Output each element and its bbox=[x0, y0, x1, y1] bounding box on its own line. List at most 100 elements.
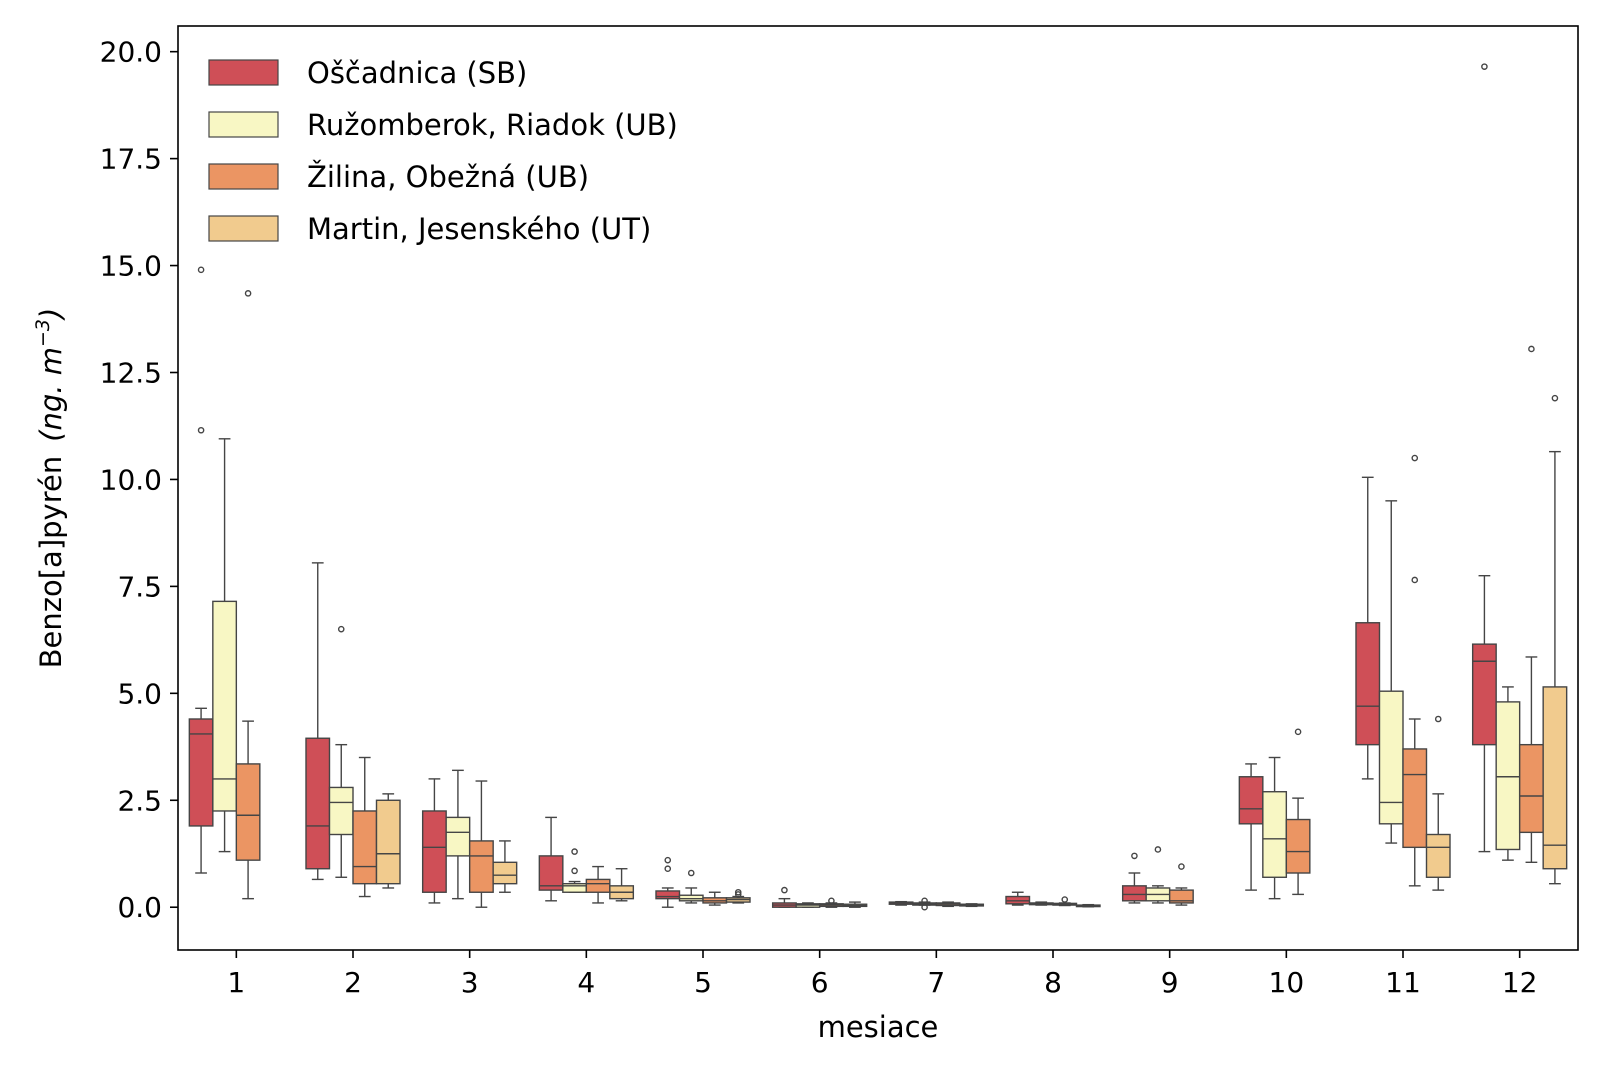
outlier-point bbox=[921, 897, 928, 905]
box-group bbox=[1425, 715, 1451, 891]
box-iqr bbox=[375, 799, 401, 885]
legend-label: Oščadnica (SB) bbox=[307, 56, 527, 90]
outlier-point bbox=[781, 886, 788, 894]
boxes-layer bbox=[188, 63, 1568, 911]
box-iqr bbox=[538, 855, 564, 891]
legend-item: Žilina, Obežná (UB) bbox=[208, 160, 589, 194]
box-group bbox=[1005, 891, 1031, 906]
box-group bbox=[305, 562, 331, 881]
outlier-point bbox=[1131, 852, 1138, 860]
legend: Oščadnica (SB) Ružomberok, Riadok (UB) Žil… bbox=[208, 56, 678, 246]
box-iqr bbox=[562, 882, 588, 893]
outlier-point bbox=[734, 891, 742, 898]
outlier-point bbox=[664, 856, 672, 864]
box-group bbox=[1285, 728, 1311, 896]
outlier-point bbox=[1528, 345, 1535, 353]
box-group bbox=[609, 868, 635, 902]
y-tick-label: 12.5 bbox=[100, 357, 162, 390]
box-group bbox=[492, 840, 518, 893]
box-group bbox=[842, 901, 868, 908]
legend-label: Ružomberok, Riadok (UB) bbox=[307, 108, 678, 142]
plot-frame bbox=[177, 25, 1579, 951]
box-group bbox=[468, 780, 494, 908]
legend-swatch bbox=[208, 59, 279, 86]
outlier-point bbox=[1551, 394, 1559, 402]
outlier-point bbox=[337, 625, 345, 633]
box-iqr bbox=[585, 878, 611, 893]
box-group bbox=[818, 897, 844, 908]
outlier-point bbox=[1294, 728, 1302, 736]
box-iqr bbox=[1238, 776, 1264, 825]
y-axis: 0.0 2.5 5.0 7.5 10.0 12.5 15.0 17.5 20.0 bbox=[100, 36, 178, 924]
box-group bbox=[1471, 63, 1497, 853]
x-tick-label: 8 bbox=[1044, 966, 1062, 999]
box-iqr bbox=[235, 763, 261, 861]
y-axis-title-unit-close: ) bbox=[34, 308, 68, 321]
y-axis-title-main: Benzo[a]pyrén bbox=[34, 456, 68, 669]
box-iqr bbox=[352, 810, 378, 885]
box-iqr bbox=[1518, 743, 1544, 834]
outlier-point bbox=[244, 290, 252, 297]
outlier-point bbox=[828, 897, 835, 905]
box-group bbox=[1355, 476, 1381, 780]
box-iqr bbox=[1355, 622, 1381, 746]
x-tick-label: 3 bbox=[461, 966, 479, 999]
x-tick-label: 6 bbox=[811, 966, 829, 999]
legend-item: Martin, Jesenského (UT) bbox=[208, 212, 651, 246]
box-group bbox=[888, 900, 914, 906]
box-group bbox=[725, 888, 751, 904]
legend-label: Žilina, Obežná (UB) bbox=[307, 160, 589, 194]
outlier-point bbox=[197, 266, 205, 274]
outlier-point bbox=[1061, 896, 1069, 903]
box-group bbox=[585, 865, 611, 904]
box-group bbox=[771, 886, 797, 908]
box-group bbox=[538, 816, 564, 902]
box-group bbox=[795, 902, 821, 908]
y-tick-label: 5.0 bbox=[117, 677, 162, 710]
outlier-point bbox=[1178, 863, 1185, 870]
y-tick-label: 15.0 bbox=[100, 250, 162, 283]
box-group bbox=[375, 793, 401, 889]
x-tick-label: 5 bbox=[694, 966, 712, 999]
box-group bbox=[445, 769, 471, 900]
box-iqr bbox=[1285, 818, 1311, 874]
legend-swatch bbox=[208, 215, 279, 242]
x-tick-label: 11 bbox=[1385, 966, 1421, 999]
outlier-point bbox=[197, 426, 205, 434]
box-group bbox=[959, 903, 985, 908]
y-axis-title: Benzo[a]pyrén (ng. m−3) bbox=[32, 308, 68, 669]
box-iqr bbox=[445, 816, 471, 857]
outlier-point bbox=[571, 848, 578, 855]
box-group bbox=[1238, 763, 1264, 891]
x-tick-label: 7 bbox=[927, 966, 945, 999]
box-iqr bbox=[305, 737, 331, 870]
box-iqr bbox=[421, 810, 447, 893]
box-iqr bbox=[492, 861, 518, 885]
box-group bbox=[235, 290, 261, 900]
box-group bbox=[212, 438, 238, 853]
box-iqr bbox=[1378, 690, 1404, 825]
y-tick-label: 0.0 bbox=[117, 891, 162, 924]
legend-swatch bbox=[208, 111, 279, 138]
box-group bbox=[1028, 901, 1054, 906]
outlier-point bbox=[664, 865, 672, 873]
x-tick-label: 9 bbox=[1161, 966, 1179, 999]
outlier-point bbox=[571, 867, 578, 875]
y-tick-label: 20.0 bbox=[100, 36, 162, 69]
box-group bbox=[1542, 394, 1568, 885]
outlier-point bbox=[1434, 715, 1442, 723]
box-group bbox=[188, 266, 214, 874]
box-group bbox=[1052, 896, 1078, 907]
box-group bbox=[1378, 500, 1404, 844]
legend-item: Oščadnica (SB) bbox=[208, 56, 527, 90]
box-group bbox=[1402, 454, 1428, 887]
box-group bbox=[1121, 852, 1147, 904]
box-group bbox=[1262, 756, 1288, 900]
outlier-point bbox=[687, 869, 695, 877]
outlier-point bbox=[734, 888, 742, 896]
box-iqr bbox=[1402, 748, 1428, 849]
y-axis-title-unit: (ng. m bbox=[34, 347, 68, 442]
legend-label: Martin, Jesenského (UT) bbox=[307, 212, 651, 246]
outlier-point bbox=[1411, 576, 1419, 584]
